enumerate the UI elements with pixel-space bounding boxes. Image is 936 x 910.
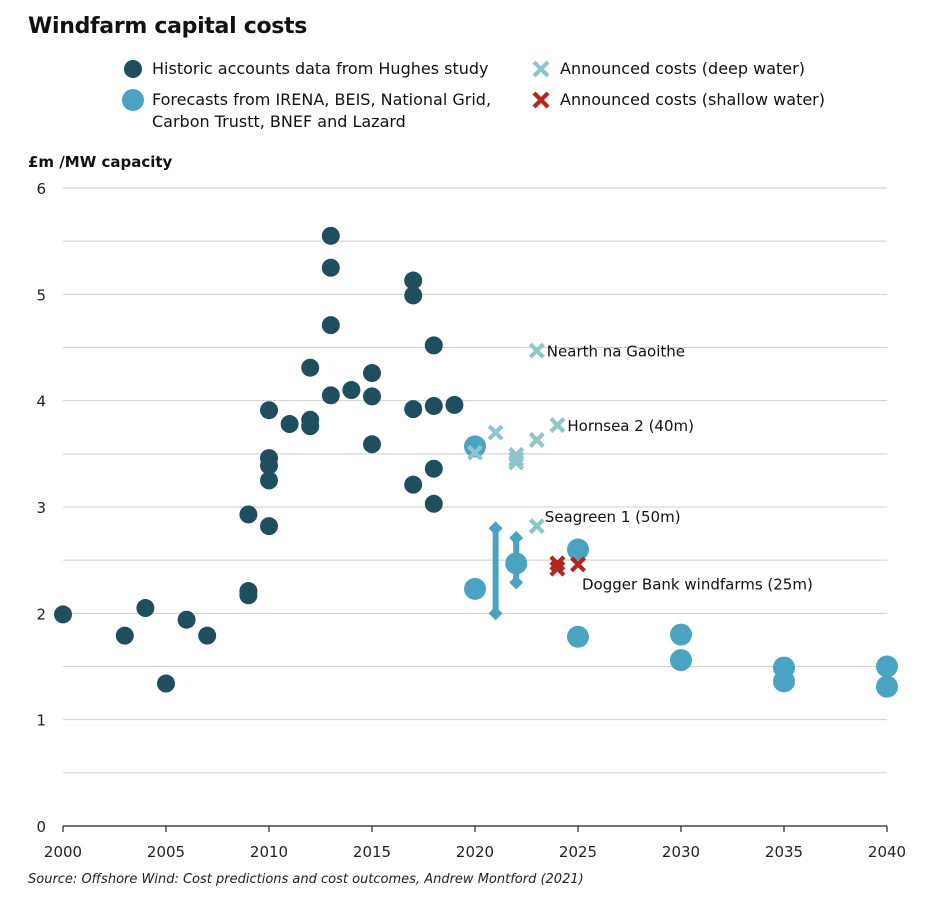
historic-point — [321, 316, 340, 335]
forecast-point — [876, 655, 898, 678]
annotation-label: Seagreen 1 (50m) — [545, 508, 681, 526]
y-tick-label: 6 — [36, 180, 46, 198]
x-tick-label: 2000 — [44, 843, 82, 861]
forecast-point — [505, 552, 528, 575]
annotation-label: Hornsea 2 (40m) — [567, 417, 694, 435]
historic-point — [260, 471, 278, 490]
x-tick-label: 2025 — [559, 843, 597, 861]
deep-water-cross — [467, 444, 483, 461]
historic-point — [301, 358, 320, 377]
legend-label: Announced costs (deep water) — [560, 59, 805, 78]
y-tick-label: 4 — [36, 393, 46, 411]
historic-point — [363, 435, 381, 454]
x-tick-label: 2010 — [250, 843, 288, 861]
historic-point — [301, 417, 320, 436]
deep-water-cross — [508, 451, 525, 468]
historic-point — [280, 415, 299, 434]
historic-point — [342, 381, 361, 400]
source-note: Source: Offshore Wind: Cost predictions … — [28, 872, 584, 887]
deep-water-cross — [508, 454, 525, 471]
historic-point — [239, 505, 258, 524]
annotation-label: Nearth na Gaoithe — [547, 343, 685, 361]
y-tick-label: 0 — [36, 818, 46, 836]
legend-label: Historic accounts data from Hughes study — [152, 59, 489, 78]
forecast-point — [773, 670, 795, 693]
historic-point — [54, 605, 72, 624]
historic-point — [363, 364, 381, 383]
x-tick-label: 2035 — [765, 843, 803, 861]
forecast-point — [464, 577, 486, 600]
historic-point — [424, 336, 443, 355]
historic-point — [177, 610, 196, 629]
historic-point — [260, 456, 278, 475]
y-tick-label: 3 — [36, 499, 46, 517]
historic-point — [404, 475, 423, 494]
historic-point — [424, 494, 443, 513]
forecast-point — [670, 649, 692, 672]
deep-water-cross — [528, 518, 545, 535]
x-tick-label: 2030 — [662, 843, 700, 861]
forecast-range-high-marker — [509, 530, 524, 545]
deep-water-cross — [528, 432, 545, 448]
forecast-point — [670, 623, 692, 646]
shallow-water-cross — [570, 556, 586, 573]
historic-point — [404, 286, 423, 305]
forecast-range-low-marker — [488, 606, 503, 621]
historic-point — [115, 626, 134, 645]
historic-point — [136, 599, 155, 618]
annotation-label: Dogger Bank windfarms (25m) — [582, 575, 813, 593]
legend-cross-marker — [532, 60, 550, 78]
legend-cross-marker — [532, 91, 550, 109]
historic-point — [404, 400, 423, 419]
y-tick-label: 2 — [36, 605, 46, 623]
x-tick-label: 2040 — [868, 843, 906, 861]
forecast-range-high-marker — [488, 521, 503, 536]
historic-point — [363, 387, 381, 406]
historic-point — [157, 674, 175, 693]
chart-title: Windfarm capital costs — [28, 14, 308, 39]
x-tick-label: 2015 — [353, 843, 391, 861]
shallow-water-cross — [549, 560, 566, 577]
forecast-point — [876, 675, 898, 698]
deep-water-cross — [487, 424, 504, 441]
forecast-point — [464, 435, 486, 458]
forecast-point — [567, 625, 589, 648]
deep-water-cross — [528, 342, 545, 359]
y-tick-label: 5 — [36, 286, 46, 304]
y-tick-label: 1 — [36, 712, 46, 730]
historic-point — [321, 258, 340, 277]
legend-label: Forecasts from IRENA, BEIS, National Gri… — [152, 90, 492, 131]
forecast-point — [567, 538, 589, 561]
historic-point — [260, 517, 278, 536]
historic-point — [321, 386, 340, 405]
historic-point — [424, 459, 443, 478]
y-axis-label: £m /MW capacity — [28, 153, 173, 171]
historic-point — [424, 396, 443, 415]
legend-circle-marker — [124, 60, 142, 78]
legend-circle-marker — [122, 89, 144, 111]
historic-point — [404, 271, 423, 290]
forecast-range-low-marker — [509, 575, 524, 590]
x-tick-label: 2005 — [147, 843, 185, 861]
historic-point — [239, 586, 258, 605]
deep-water-cross — [549, 417, 566, 434]
historic-point — [321, 226, 340, 245]
historic-point — [445, 395, 464, 414]
x-tick-label: 2020 — [456, 843, 494, 861]
legend-label: Announced costs (shallow water) — [560, 90, 825, 109]
historic-point — [260, 401, 278, 420]
shallow-water-cross — [549, 555, 566, 572]
historic-point — [198, 626, 217, 645]
